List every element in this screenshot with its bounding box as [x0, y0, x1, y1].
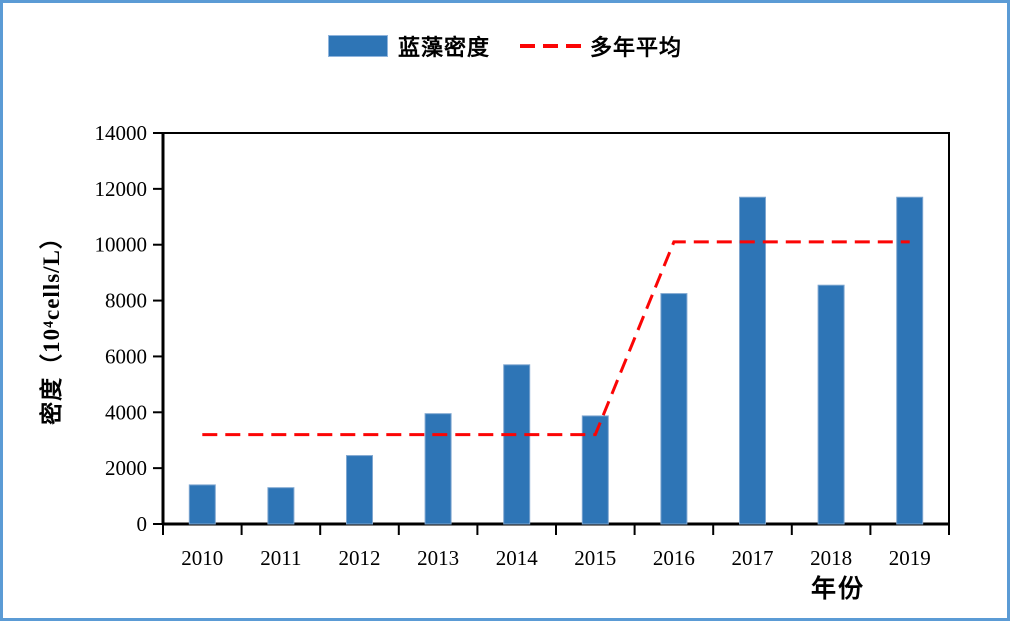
x-tick-label: 2014	[496, 546, 539, 570]
bar	[267, 487, 295, 525]
average-line	[202, 240, 910, 437]
x-tick-label: 2018	[810, 546, 852, 570]
x-tick-label: 2010	[181, 546, 223, 570]
bar	[817, 284, 845, 525]
line-series-label: 多年平均	[590, 35, 683, 60]
y-tick-label: 10000	[95, 233, 148, 257]
y-tick-label: 8000	[105, 289, 147, 313]
y-tick-label: 6000	[105, 344, 147, 368]
x-axis-title: 年份	[810, 575, 866, 603]
chart-plot: 0 2000 4000 6000 8000 10000 12000 14000 2010 2011…	[95, 121, 950, 570]
x-tick-label: 2016	[653, 546, 695, 570]
bar	[660, 293, 688, 525]
bar-series-label: 蓝藻密度	[397, 35, 490, 60]
bar	[896, 196, 924, 525]
x-tick-label: 2017	[732, 546, 774, 570]
x-tick-label: 2019	[889, 546, 931, 570]
bar	[188, 484, 216, 525]
x-tick-label: 2011	[260, 546, 301, 570]
y-tick-label: 0	[137, 512, 148, 536]
x-tick-label: 2013	[417, 546, 459, 570]
chart-legend: 蓝藻密度 多年平均	[3, 33, 1007, 60]
bar	[503, 364, 531, 525]
bar	[739, 196, 766, 525]
x-tick-label: 2015	[574, 546, 616, 570]
dashed-line-icon	[520, 44, 586, 48]
y-tick-label: 14000	[95, 121, 148, 145]
y-tick-label: 2000	[105, 456, 147, 480]
x-tick-label: 2012	[339, 546, 381, 570]
bar-series-swatch	[327, 35, 388, 57]
bar	[346, 455, 373, 525]
y-tick-label: 4000	[105, 400, 147, 424]
bar	[424, 413, 452, 525]
y-tick-label: 12000	[95, 177, 148, 201]
